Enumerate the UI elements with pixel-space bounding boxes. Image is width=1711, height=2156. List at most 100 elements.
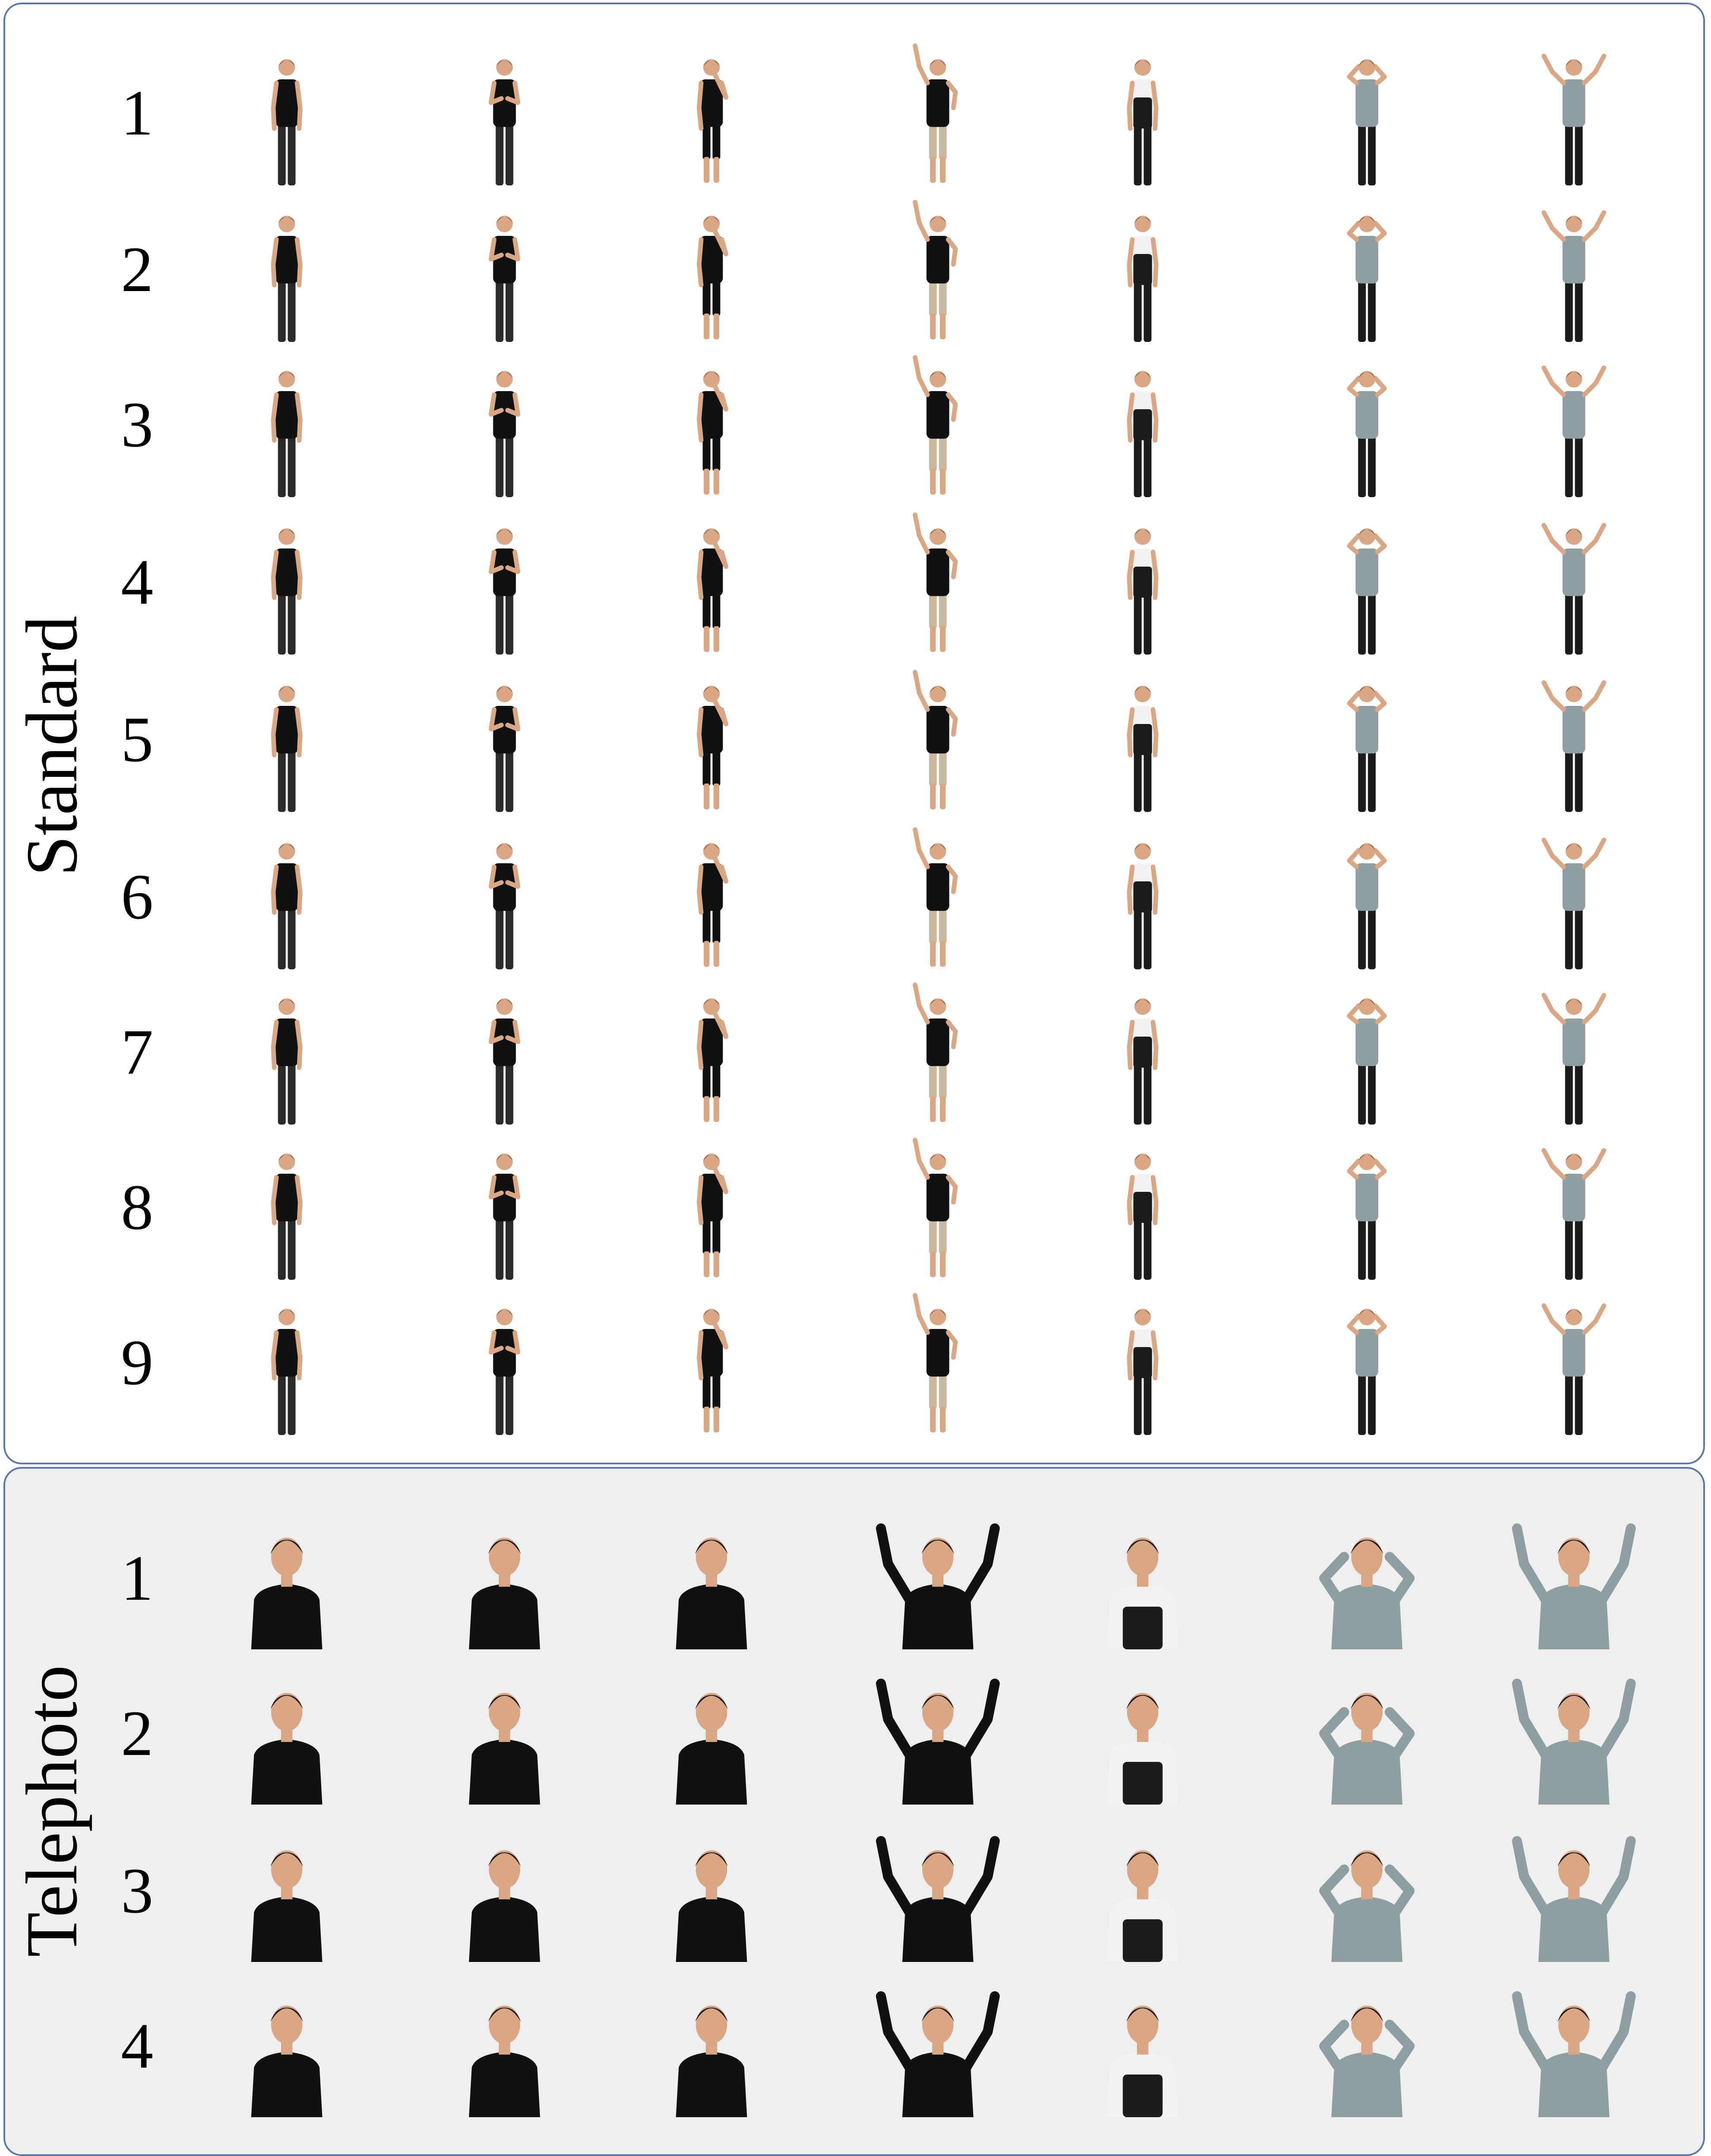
- standard-person-figure: [912, 512, 958, 652]
- telephoto-person-figure: [469, 1692, 540, 1805]
- standard-person-figure: [1542, 523, 1606, 655]
- standard-person-figure: [489, 59, 520, 185]
- standard-person-figure: [1347, 1153, 1387, 1280]
- standard-row-number: 6: [121, 861, 154, 933]
- standard-person-figure: [271, 371, 303, 497]
- telephoto-person-figure: [251, 2005, 323, 2117]
- standard-person-figure: [912, 1138, 958, 1277]
- standard-person-figure: [1347, 998, 1387, 1125]
- telephoto-person-figure: [1512, 1836, 1636, 1962]
- telephoto-person-figure: [676, 1537, 747, 1649]
- standard-person-figure: [696, 998, 728, 1122]
- standard-person-figure: [1542, 837, 1606, 969]
- standard-person-figure: [271, 1309, 303, 1435]
- standard-person-figure: [1127, 528, 1159, 655]
- standard-row-number: 1: [121, 77, 154, 149]
- telephoto-person-figure: [1107, 1850, 1178, 1962]
- standard-person-figure: [1127, 843, 1159, 969]
- standard-person-figure: [489, 528, 520, 655]
- standard-row-number: 3: [121, 389, 154, 461]
- standard-person-figure: [696, 528, 728, 652]
- standard-person-figure: [271, 59, 303, 185]
- standard-person-figure: [1542, 53, 1606, 185]
- standard-person-figure: [1347, 528, 1387, 655]
- standard-person-figure: [696, 686, 728, 809]
- telephoto-person-figure: [1107, 2005, 1178, 2117]
- standard-person-figure: [489, 371, 520, 497]
- standard-person-figure: [696, 1309, 728, 1432]
- telephoto-row-number: 2: [121, 1698, 154, 1769]
- telephoto-person-figure: [251, 1850, 323, 1962]
- standard-person-figure: [912, 43, 958, 183]
- telephoto-label: Telephoto: [11, 1665, 92, 1957]
- standard-person-figure: [1542, 680, 1606, 812]
- standard-person-figure: [1127, 59, 1159, 185]
- telephoto-person-figure: [469, 1537, 540, 1649]
- telephoto-person-figure: [876, 1991, 1000, 2117]
- standard-person-figure: [489, 686, 520, 812]
- standard-person-figure: [1127, 1153, 1159, 1280]
- telephoto-row-number: 3: [121, 1855, 154, 1927]
- telephoto-person-figure: [876, 1836, 1000, 1962]
- standard-person-figure: [696, 371, 728, 495]
- standard-person-figure: [271, 686, 303, 812]
- standard-person-figure: [912, 200, 958, 339]
- standard-person-figure: [912, 982, 958, 1122]
- telephoto-person-figure: [1319, 1537, 1415, 1649]
- standard-person-figure: [1347, 686, 1387, 812]
- standard-person-figure: [1127, 686, 1159, 812]
- telephoto-person-figure: [1319, 1850, 1415, 1962]
- standard-person-figure: [489, 1309, 520, 1435]
- telephoto-person-figure: [876, 1678, 1000, 1805]
- standard-person-figure: [1347, 843, 1387, 969]
- standard-person-figure: [1347, 216, 1387, 342]
- standard-label: Standard: [11, 615, 92, 877]
- telephoto-person-figure: [251, 1537, 323, 1649]
- telephoto-person-figure: [676, 1850, 747, 1962]
- standard-person-figure: [1542, 1303, 1606, 1435]
- standard-person-figure: [271, 528, 303, 655]
- standard-person-figure: [1347, 1309, 1387, 1435]
- standard-person-figure: [1127, 371, 1159, 497]
- standard-person-figure: [1542, 1148, 1606, 1280]
- standard-person-figure: [696, 1153, 728, 1277]
- telephoto-person-figure: [469, 1850, 540, 1962]
- telephoto-person-figure: [676, 2005, 747, 2117]
- standard-row-number: 7: [121, 1016, 154, 1088]
- telephoto-row-number: 4: [121, 2010, 154, 2082]
- standard-person-figure: [1127, 1309, 1159, 1435]
- standard-person-figure: [1127, 998, 1159, 1125]
- standard-person-figure: [912, 1293, 958, 1432]
- standard-person-figure: [271, 216, 303, 342]
- standard-person-figure: [1542, 210, 1606, 342]
- standard-person-figure: [1542, 365, 1606, 497]
- standard-row-number: 2: [121, 234, 154, 305]
- standard-person-figure: [489, 216, 520, 342]
- telephoto-person-figure: [1107, 1692, 1178, 1805]
- standard-person-figure: [271, 998, 303, 1125]
- telephoto-person-figure: [469, 2005, 540, 2117]
- standard-person-figure: [271, 843, 303, 969]
- standard-row-number: 4: [121, 546, 154, 618]
- standard-person-figure: [1347, 371, 1387, 497]
- standard-person-figure: [1127, 216, 1159, 342]
- standard-row-number: 8: [121, 1172, 154, 1243]
- standard-person-figure: [912, 827, 958, 967]
- standard-person-figure: [696, 59, 728, 183]
- standard-person-figure: [1542, 993, 1606, 1125]
- standard-person-figure: [1347, 59, 1387, 185]
- telephoto-person-figure: [1512, 1991, 1636, 2117]
- telephoto-person-figure: [1512, 1678, 1636, 1805]
- standard-person-figure: [489, 843, 520, 969]
- telephoto-person-figure: [1107, 1537, 1178, 1649]
- standard-person-figure: [912, 355, 958, 495]
- telephoto-person-figure: [1319, 2005, 1415, 2117]
- telephoto-person-figure: [676, 1692, 747, 1805]
- standard-person-figure: [271, 1153, 303, 1280]
- standard-row-number: 9: [121, 1327, 154, 1398]
- standard-person-figure: [696, 216, 728, 339]
- telephoto-person-figure: [876, 1523, 1000, 1649]
- standard-person-figure: [912, 670, 958, 809]
- telephoto-person-figure: [1319, 1692, 1415, 1805]
- standard-row-number: 5: [121, 704, 154, 775]
